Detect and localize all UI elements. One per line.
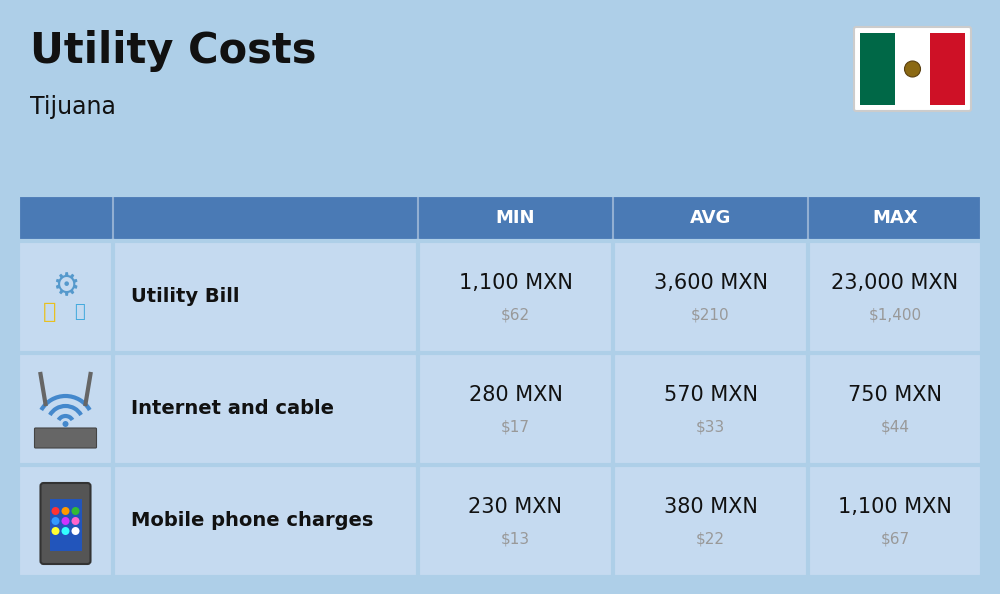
Bar: [50, 499, 82, 551]
Text: 280 MXN: 280 MXN: [469, 385, 562, 405]
Text: $210: $210: [691, 308, 730, 323]
Bar: [18, 195, 982, 241]
Text: AVG: AVG: [690, 209, 731, 227]
FancyBboxPatch shape: [40, 483, 90, 564]
Circle shape: [62, 517, 70, 525]
Text: 3,600 MXN: 3,600 MXN: [654, 273, 768, 293]
Text: $22: $22: [696, 532, 725, 546]
Text: 230 MXN: 230 MXN: [468, 497, 562, 517]
Text: Mobile phone charges: Mobile phone charges: [131, 511, 373, 530]
Circle shape: [52, 507, 60, 515]
Bar: [18, 241, 982, 353]
Circle shape: [72, 507, 80, 515]
Text: $44: $44: [881, 419, 910, 434]
FancyBboxPatch shape: [34, 428, 96, 448]
Text: MAX: MAX: [872, 209, 918, 227]
Text: 🔌: 🔌: [43, 302, 56, 322]
Text: 1,100 MXN: 1,100 MXN: [459, 273, 572, 293]
Text: 1,100 MXN: 1,100 MXN: [838, 497, 952, 517]
Text: 🚰: 🚰: [74, 303, 85, 321]
Text: 23,000 MXN: 23,000 MXN: [831, 273, 959, 293]
Circle shape: [62, 421, 68, 427]
Circle shape: [72, 527, 80, 535]
Circle shape: [904, 61, 920, 77]
Bar: [930, 33, 965, 105]
Text: $13: $13: [501, 532, 530, 546]
Text: 750 MXN: 750 MXN: [848, 385, 942, 405]
Text: Tijuana: Tijuana: [30, 95, 116, 119]
Text: $1,400: $1,400: [868, 308, 922, 323]
Text: 570 MXN: 570 MXN: [664, 385, 758, 405]
Bar: [18, 465, 982, 577]
Text: $67: $67: [880, 532, 910, 546]
Circle shape: [72, 517, 80, 525]
Text: ⚙: ⚙: [52, 273, 79, 302]
Text: MIN: MIN: [496, 209, 535, 227]
Bar: [895, 33, 930, 105]
Text: Utility Bill: Utility Bill: [131, 287, 240, 307]
Circle shape: [62, 507, 70, 515]
Text: Utility Costs: Utility Costs: [30, 30, 316, 72]
Text: $17: $17: [501, 419, 530, 434]
Text: Internet and cable: Internet and cable: [131, 400, 334, 419]
Circle shape: [52, 517, 60, 525]
Circle shape: [62, 527, 70, 535]
Text: $33: $33: [696, 419, 725, 434]
Text: $62: $62: [501, 308, 530, 323]
Bar: [860, 33, 895, 105]
Circle shape: [52, 527, 60, 535]
FancyBboxPatch shape: [854, 27, 971, 111]
Text: 380 MXN: 380 MXN: [664, 497, 757, 517]
Bar: [18, 353, 982, 465]
